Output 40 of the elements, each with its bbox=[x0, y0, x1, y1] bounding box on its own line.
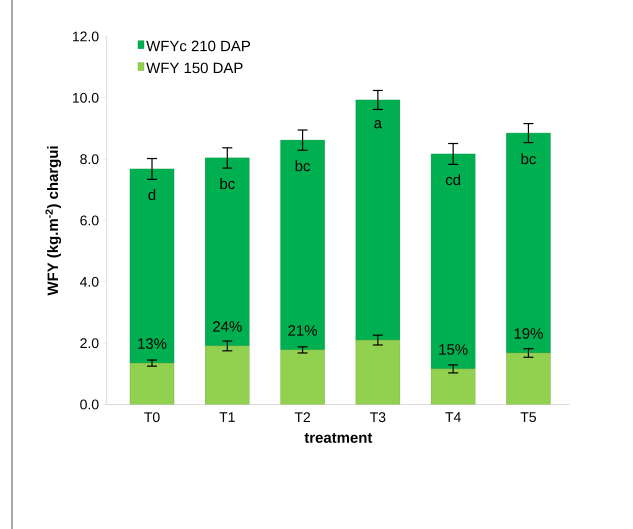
annotation: 13% bbox=[138, 338, 166, 349]
annotation: bc bbox=[220, 178, 235, 190]
annotation: bc bbox=[522, 153, 536, 164]
bar bbox=[356, 340, 400, 404]
x-tick-label: T4 bbox=[445, 412, 461, 422]
annotation: 24% bbox=[213, 321, 242, 332]
annotation: cd bbox=[446, 174, 460, 186]
bar bbox=[205, 158, 250, 346]
annotation: 19% bbox=[514, 328, 543, 339]
bar bbox=[356, 100, 400, 340]
x-tick-label: T5 bbox=[520, 412, 536, 422]
y-axis-title: WFY (kg.m$^{-2}$) chargui bbox=[45, 146, 62, 296]
bar bbox=[130, 168, 174, 364]
bar bbox=[430, 368, 476, 404]
bar bbox=[130, 362, 174, 404]
y-tick-label: 2.0 bbox=[80, 338, 99, 348]
y-tick-label: 0.0 bbox=[80, 400, 99, 410]
bar bbox=[280, 350, 325, 404]
x-axis-title: treatment bbox=[304, 432, 372, 443]
x-tick-label: T0 bbox=[144, 412, 160, 422]
y-tick-label: 12.0 bbox=[72, 32, 99, 42]
annotation: d bbox=[148, 189, 156, 200]
annotation: bc bbox=[296, 160, 310, 172]
legend-label: WFY 150 DAP bbox=[146, 62, 243, 74]
bar bbox=[506, 132, 551, 354]
y-tick-label: 4.0 bbox=[80, 276, 99, 287]
annotation: 15% bbox=[439, 344, 468, 355]
y-tick-label: 6.0 bbox=[80, 216, 99, 226]
bar bbox=[506, 352, 551, 404]
bar bbox=[205, 346, 250, 404]
y-tick-label: 8.0 bbox=[80, 154, 99, 164]
x-tick-label: T1 bbox=[219, 412, 235, 422]
bar bbox=[430, 154, 476, 370]
legend-label: WFYc 210 DAP bbox=[146, 40, 250, 52]
annotation: a bbox=[374, 120, 382, 128]
x-tick-label: T3 bbox=[370, 412, 386, 422]
x-tick-label: T2 bbox=[294, 412, 310, 422]
y-tick-label: 10.0 bbox=[72, 92, 99, 103]
annotation: 21% bbox=[288, 325, 317, 336]
bar bbox=[280, 140, 325, 350]
